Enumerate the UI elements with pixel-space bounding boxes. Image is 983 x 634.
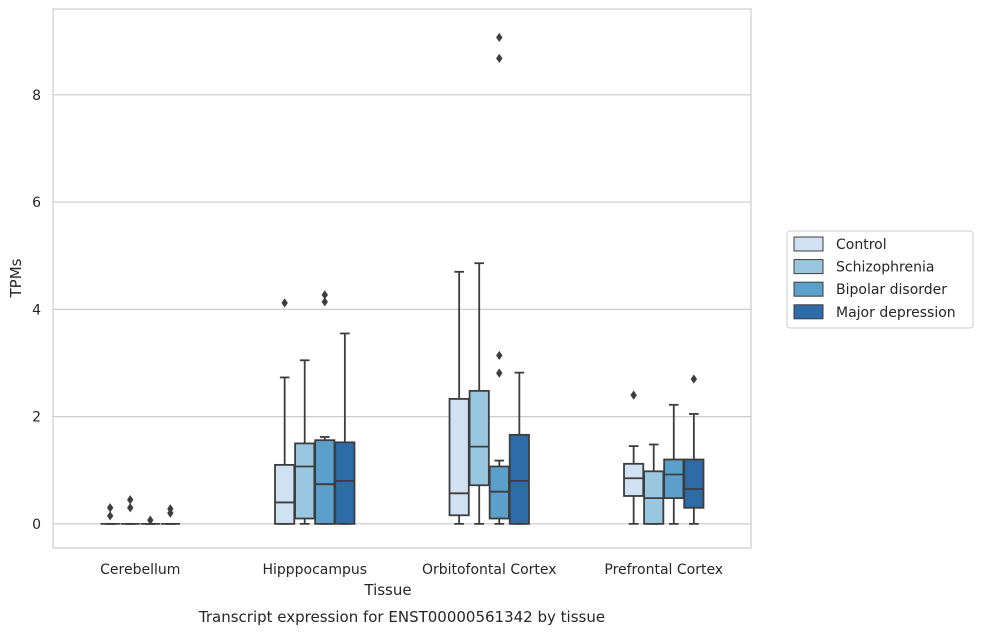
box-iqr: [448, 398, 470, 517]
outlier-point: [147, 515, 154, 525]
legend-swatch: [793, 259, 824, 275]
legend-label: Bipolar disorder: [836, 282, 947, 298]
legend-label: Major depression: [836, 305, 956, 321]
plot-area-frame: [52, 8, 752, 549]
legend-label: Schizophrenia: [836, 260, 934, 276]
y-tick-label: 2: [32, 410, 41, 426]
box: [120, 495, 140, 525]
y-tick-label: 8: [32, 88, 41, 104]
box-series: [100, 32, 705, 525]
y-axis-ticks: 0 2 4 6 8: [32, 88, 41, 533]
x-tick-label: Cerebellum: [100, 562, 180, 578]
y-axis-label: TPMs: [7, 258, 25, 298]
series-schizophrenia: [120, 262, 665, 525]
box-iqr: [623, 462, 645, 497]
box-iqr: [663, 458, 685, 500]
legend: Control Schizophrenia Bipolar disorder Majo…: [786, 230, 974, 329]
legend-frame: [786, 230, 974, 329]
box: [683, 374, 705, 525]
series-major-depression: [160, 332, 705, 525]
outlier-point: [496, 32, 503, 43]
series-bipolar-disorder: [140, 32, 685, 525]
box: [140, 515, 160, 525]
x-tick-label: Orbitofontal Cortex: [422, 562, 557, 578]
outlier-point: [106, 511, 114, 521]
box: [334, 332, 356, 525]
outlier-point: [167, 504, 174, 514]
legend-swatch: [793, 281, 824, 297]
x-axis-label: Tissue: [363, 581, 411, 599]
box: [508, 371, 530, 525]
box: [274, 298, 296, 525]
outlier-point: [496, 350, 503, 361]
box-iqr: [314, 439, 336, 525]
box: [643, 443, 665, 525]
box-iqr: [334, 441, 356, 525]
x-axis-ticks: Cerebellum Hipppocampus Orbitofontal Corte…: [100, 562, 723, 578]
outlier-point: [127, 495, 134, 505]
outlier-point: [106, 503, 114, 513]
box: [100, 503, 120, 525]
legend-swatch: [793, 236, 824, 252]
outlier-point: [630, 390, 637, 400]
outlier-point: [321, 297, 328, 307]
outlier-point: [496, 53, 503, 63]
x-tick-label: Hipppocampus: [262, 562, 367, 578]
box: [448, 270, 470, 525]
box: [160, 504, 180, 525]
chart-caption: Transcript expression for ENST0000056134…: [198, 608, 605, 626]
box-iqr: [468, 389, 490, 487]
x-tick-label: Prefrontal Cortex: [604, 562, 723, 578]
outlier-point: [496, 368, 503, 378]
outlier-point: [127, 503, 134, 513]
box: [468, 262, 490, 525]
box-iqr: [508, 433, 530, 525]
y-tick-label: 0: [32, 517, 41, 533]
outlier-point: [281, 298, 288, 308]
box-iqr: [683, 458, 705, 509]
box-iqr: [294, 442, 316, 520]
outlier-point: [690, 374, 698, 384]
y-tick-label: 6: [32, 195, 41, 211]
legend-label: Control: [836, 237, 887, 253]
y-tick-label: 4: [32, 302, 41, 318]
legend-swatch: [793, 304, 824, 320]
box-iqr: [274, 463, 296, 525]
box: [314, 290, 336, 525]
outlier-point: [321, 290, 328, 300]
